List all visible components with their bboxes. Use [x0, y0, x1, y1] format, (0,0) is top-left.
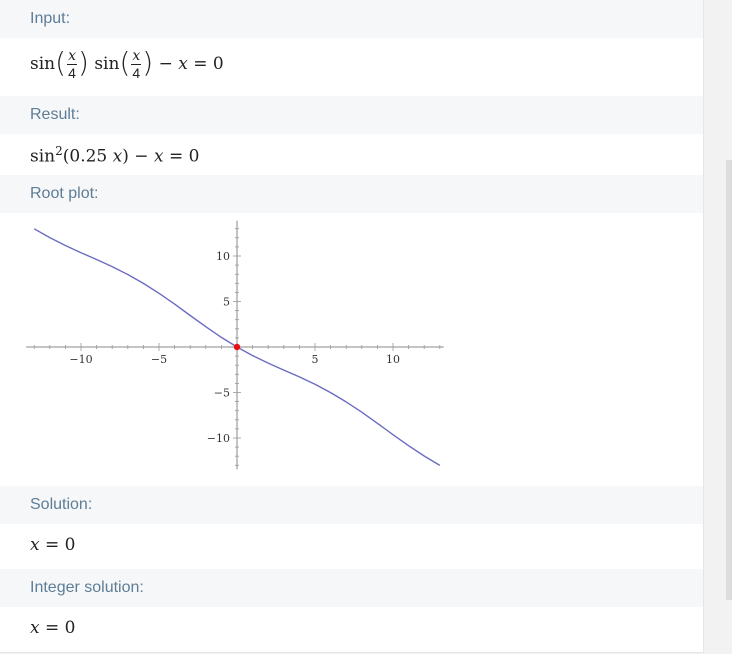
left-paren: (	[55, 46, 67, 79]
exponent: 2	[55, 144, 63, 158]
equals-zero: = 0	[45, 535, 76, 555]
root-plot-chart[interactable]: −10 −5 5 10 10 5 −5 −10	[0, 213, 460, 485]
x-tick-label: 10	[386, 353, 400, 366]
variable-x: x	[30, 618, 40, 638]
solution-pod-header: Solution:	[0, 486, 703, 524]
variable-x: x	[30, 535, 40, 555]
x-tick-label: 5	[312, 353, 319, 366]
integer-solution-pod-header: Integer solution:	[0, 569, 703, 607]
argument: (0.25	[62, 146, 108, 167]
fraction-denominator: 4	[68, 65, 76, 81]
result-pod-header: Result:	[0, 96, 703, 134]
fraction-numerator: x	[131, 48, 142, 65]
plot-roots	[233, 343, 241, 351]
integer-solution-expression: x = 0	[30, 618, 75, 638]
x-tick-label: −5	[151, 353, 167, 366]
plot-ticks: −10 −5 5 10 10 5 −5 −10	[33, 228, 441, 466]
equals-zero: = 0	[45, 618, 76, 638]
y-tick-label: 10	[216, 250, 230, 263]
input-pod-body: sin(x 4) sin(x 4) − x = 0	[0, 38, 703, 94]
fraction-numerator: x	[67, 48, 77, 65]
minus-sign: −	[158, 54, 173, 74]
root-plot-pod-body: −10 −5 5 10 10 5 −5 −10	[0, 213, 703, 485]
equals-zero: = 0	[193, 54, 224, 74]
result-expression: sin2(0.25 x) − x = 0	[30, 144, 199, 167]
root-plot-pod-header: Root plot:	[0, 175, 703, 213]
y-tick-label: −10	[207, 432, 230, 445]
root-point	[233, 343, 241, 351]
solution-pod-body: x = 0	[0, 524, 703, 568]
scrollbar[interactable]	[726, 160, 732, 600]
solution-expression: x = 0	[30, 535, 75, 555]
sin-function: sin	[30, 146, 56, 167]
left-paren: (	[119, 46, 131, 79]
y-tick-label: −5	[214, 387, 230, 400]
variable-x: x	[153, 146, 164, 167]
result-pod-title: Result:	[30, 106, 80, 123]
solution-pod-title: Solution:	[30, 496, 93, 513]
variable-x: x	[112, 146, 123, 167]
right-paren: )	[142, 46, 154, 79]
right-paren: )	[77, 46, 89, 79]
fraction-denominator: 4	[132, 65, 141, 81]
variable-x: x	[178, 54, 188, 74]
result-pod-body: sin2(0.25 x) − x = 0	[0, 134, 703, 176]
sin-function: sin	[94, 54, 120, 74]
minus-sign: −	[134, 146, 149, 167]
y-tick-label: 5	[223, 296, 230, 309]
x-tick-label: −10	[69, 353, 92, 366]
equals-zero: = 0	[168, 146, 200, 167]
input-pod-header: Input:	[0, 0, 703, 38]
sin-function: sin	[30, 54, 56, 74]
integer-solution-pod-title: Integer solution:	[30, 579, 144, 596]
close-paren: )	[122, 146, 129, 167]
input-pod-title: Input:	[30, 10, 71, 27]
integer-solution-pod-body: x = 0	[0, 607, 703, 651]
root-plot-pod-title: Root plot:	[30, 185, 99, 202]
input-expression: sin(x 4) sin(x 4) − x = 0	[30, 46, 224, 81]
